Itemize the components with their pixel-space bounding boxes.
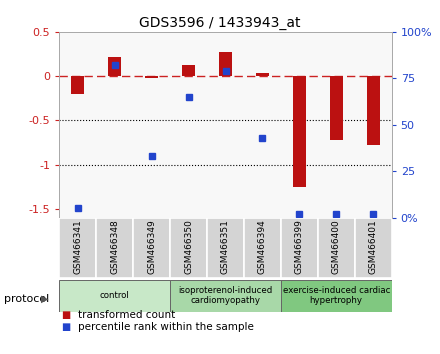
Bar (293, 76, 306, 187)
Text: GSM466351: GSM466351 (221, 219, 230, 274)
Bar (256, 73, 269, 76)
Bar (59, 218, 96, 278)
Bar (170, 280, 281, 312)
Bar (355, 218, 392, 278)
Text: GSM466350: GSM466350 (184, 219, 193, 274)
Text: ▶: ▶ (40, 294, 48, 304)
Text: exercise-induced cardiac
hypertrophy: exercise-induced cardiac hypertrophy (282, 286, 390, 305)
Text: percentile rank within the sample: percentile rank within the sample (78, 322, 254, 332)
Bar (170, 218, 207, 278)
Text: GSM466349: GSM466349 (147, 219, 156, 274)
Bar (281, 218, 318, 278)
Bar (318, 218, 355, 278)
Bar (330, 76, 343, 140)
Bar (219, 52, 232, 76)
Bar (367, 76, 380, 145)
Bar (59, 280, 170, 312)
Text: GSM466399: GSM466399 (295, 219, 304, 274)
Text: GSM466394: GSM466394 (258, 219, 267, 274)
Bar (244, 218, 281, 278)
Bar (281, 280, 392, 312)
Text: GSM466400: GSM466400 (332, 219, 341, 274)
Text: GSM466401: GSM466401 (369, 219, 378, 274)
Bar (133, 218, 170, 278)
Text: GSM466348: GSM466348 (110, 219, 119, 274)
Bar (182, 65, 195, 76)
Text: isoproterenol-induced
cardiomyopathy: isoproterenol-induced cardiomyopathy (178, 286, 273, 305)
Text: GSM466341: GSM466341 (73, 219, 82, 274)
Bar (71, 76, 84, 94)
Bar (145, 76, 158, 78)
Bar (207, 218, 244, 278)
Text: control: control (100, 291, 130, 300)
Text: ■: ■ (62, 310, 71, 320)
Text: protocol: protocol (4, 294, 49, 304)
Bar (96, 218, 133, 278)
Text: transformed count: transformed count (78, 310, 176, 320)
Text: GDS3596 / 1433943_at: GDS3596 / 1433943_at (139, 16, 301, 30)
Text: ■: ■ (62, 322, 71, 332)
Bar (108, 57, 121, 76)
